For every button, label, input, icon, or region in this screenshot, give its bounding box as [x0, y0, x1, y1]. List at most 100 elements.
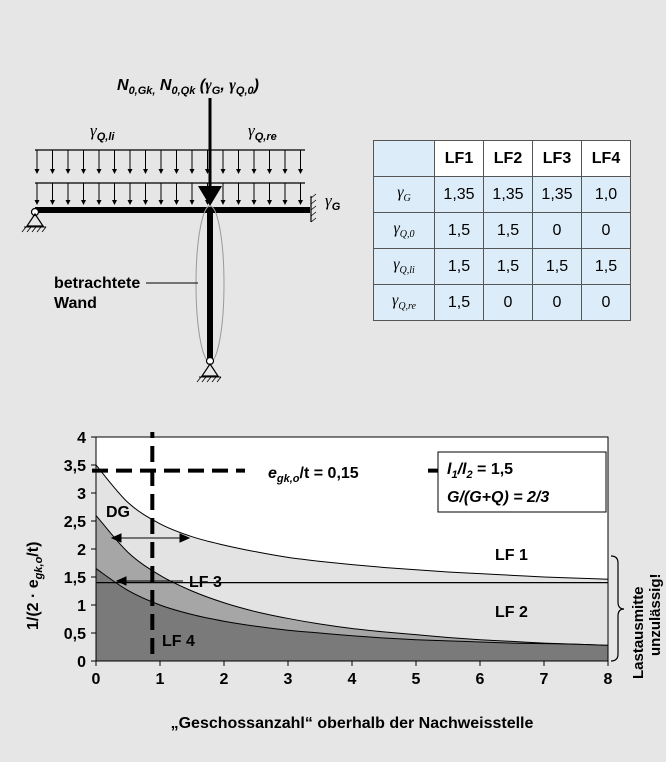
load-arrowhead	[34, 169, 40, 174]
table-header-lf3: LF3	[532, 140, 582, 177]
y-tick-label: 0,5	[64, 626, 86, 643]
beam	[35, 207, 310, 213]
x-tick-label: 5	[412, 671, 421, 688]
left-support-triangle	[25, 212, 45, 227]
load-arrowhead	[112, 169, 117, 174]
table-row-label: γG	[373, 176, 435, 213]
lf1-label: LF 1	[495, 547, 528, 564]
load-arrowhead	[220, 169, 226, 174]
load-arrowhead	[267, 200, 272, 205]
table-cell: 1,5	[434, 248, 484, 285]
table-cell: 1,5	[483, 248, 533, 285]
gamma-q-re-label: γQ,re	[248, 121, 277, 143]
load-arrowhead	[282, 169, 288, 174]
table-cell: 0	[532, 212, 582, 249]
table-cell: 1,35	[434, 176, 484, 213]
load-arrowhead	[50, 169, 55, 174]
load-arrowhead	[81, 169, 86, 174]
table-cell: 1,0	[581, 176, 631, 213]
load-arrowhead	[158, 200, 164, 205]
load-case-table: LF1 LF2 LF3 LF4 γG 1,35 1,35 1,35 1,0 γQ…	[373, 140, 631, 321]
load-arrowhead	[189, 169, 195, 174]
load-arrowhead	[205, 200, 210, 205]
y-axis-label: 1/(2 · egk,o/t)	[25, 542, 45, 630]
load-arrowhead	[174, 169, 179, 174]
table-cell: 1,5	[581, 248, 631, 285]
load-arrowhead	[158, 169, 164, 174]
gamma-g-label: γG	[325, 191, 341, 213]
load-arrowhead	[298, 169, 303, 174]
right-fixed-hatch	[310, 193, 317, 223]
load-arrowhead	[251, 169, 257, 174]
dg-label: DG	[106, 504, 130, 521]
inadmissible-brace	[610, 555, 625, 662]
left-support-hatch	[21, 226, 47, 233]
table-header-lf4: LF4	[581, 140, 631, 177]
load-arrowhead	[143, 169, 148, 174]
ratio-g-annotation: G/(G+Q) = 2/3	[447, 489, 549, 506]
table-row: γQ,re 1,5 0 0 0	[373, 284, 631, 321]
beam-wall-diagram: N0,Gk, N0,Qk (γG, γQ,0) γQ,li γQ,re γG b…	[21, 77, 341, 383]
lf3-pointer-arrow	[115, 576, 183, 586]
y-tick-label: 3,5	[64, 458, 86, 475]
load-arrowhead	[81, 200, 86, 205]
axial-load-arrowhead	[198, 186, 222, 206]
gamma-q-li-label: γQ,li	[90, 121, 115, 143]
distributed-load-arrows	[34, 149, 305, 205]
table-header-lf2: LF2	[483, 140, 533, 177]
load-arrowhead	[127, 200, 133, 205]
dg-double-arrow	[110, 533, 191, 543]
table-cell: 1,5	[434, 284, 484, 321]
table-row-label: γQ,li	[373, 248, 435, 285]
table-row: γQ,li 1,5 1,5 1,5 1,5	[373, 248, 631, 285]
load-arrowhead	[236, 200, 241, 205]
y-tick-label: 4	[77, 432, 86, 447]
lf4-curve-area	[95, 567, 609, 662]
y-tick-label: 1	[77, 598, 86, 615]
inadmissible-label-1: Lastausmitte	[630, 586, 647, 679]
y-tick-label: 3	[77, 486, 86, 503]
x-tick-label: 3	[284, 671, 293, 688]
table-header-lf1: LF1	[434, 140, 484, 177]
x-tick-label: 2	[220, 671, 229, 688]
x-tick-label: 6	[476, 671, 485, 688]
table-cell: 0	[532, 284, 582, 321]
x-axis-label: „Geschossanzahl“ oberhalb der Nachweisst…	[171, 715, 534, 732]
y-tick-label: 0	[77, 654, 86, 671]
y-tick-label: 2	[77, 542, 86, 559]
table-row-label: γQ,re	[373, 284, 435, 321]
load-arrowhead	[112, 200, 117, 205]
table-cell: 0	[581, 284, 631, 321]
load-arrowhead	[298, 200, 303, 205]
load-arrowhead	[174, 200, 179, 205]
table-corner-cell	[373, 140, 435, 177]
bottom-support-triangle	[200, 362, 220, 377]
table-cell: 1,5	[434, 212, 484, 249]
x-tick-label: 4	[348, 671, 357, 688]
table-cell: 0	[483, 284, 533, 321]
table-header-row: LF1 LF2 LF3 LF4	[373, 140, 631, 177]
eccentricity-chart: egk,o/t = 0,15 l1/l2 = 1,5 G/(G+Q) = 2/3…	[25, 432, 664, 732]
x-tick-label: 7	[540, 671, 549, 688]
table-cell: 1,35	[483, 176, 533, 213]
load-arrowhead	[267, 169, 272, 174]
wall-label: betrachtete Wand	[54, 275, 140, 312]
load-arrowhead	[96, 169, 102, 174]
load-arrowhead	[65, 169, 71, 174]
eccentricity-box	[245, 458, 420, 482]
ratio-box	[437, 451, 607, 513]
table-row: γG 1,35 1,35 1,35 1,0	[373, 176, 631, 213]
load-arrowhead	[34, 200, 40, 205]
load-arrowhead	[127, 169, 133, 174]
x-tick-label: 0	[92, 671, 101, 688]
x-tick-label: 8	[604, 671, 613, 688]
load-arrowhead	[65, 200, 71, 205]
inadmissible-label-2: unzulässig!	[647, 573, 664, 656]
y-tick-label: 1,5	[64, 570, 86, 587]
load-arrowhead	[50, 200, 55, 205]
eccentricity-annotation: egk,o/t = 0,15	[268, 465, 359, 485]
wall	[207, 213, 213, 358]
table-cell: 1,5	[483, 212, 533, 249]
left-pin-support	[30, 207, 40, 217]
load-arrowhead	[96, 200, 102, 205]
